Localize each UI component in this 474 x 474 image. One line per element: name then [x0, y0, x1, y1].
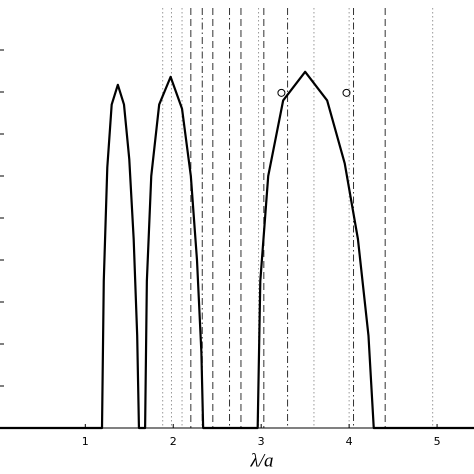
x-tick-label: 1: [82, 435, 89, 448]
x-tick-label: 4: [346, 435, 353, 448]
x-axis-label: λ/a: [249, 450, 273, 471]
curve: [0, 70, 474, 430]
x-tick-label: 2: [170, 435, 177, 448]
marker: [342, 88, 351, 97]
marker: [277, 88, 286, 97]
x-tick-label: 3: [258, 435, 265, 448]
x-tick-label: 5: [434, 435, 441, 448]
